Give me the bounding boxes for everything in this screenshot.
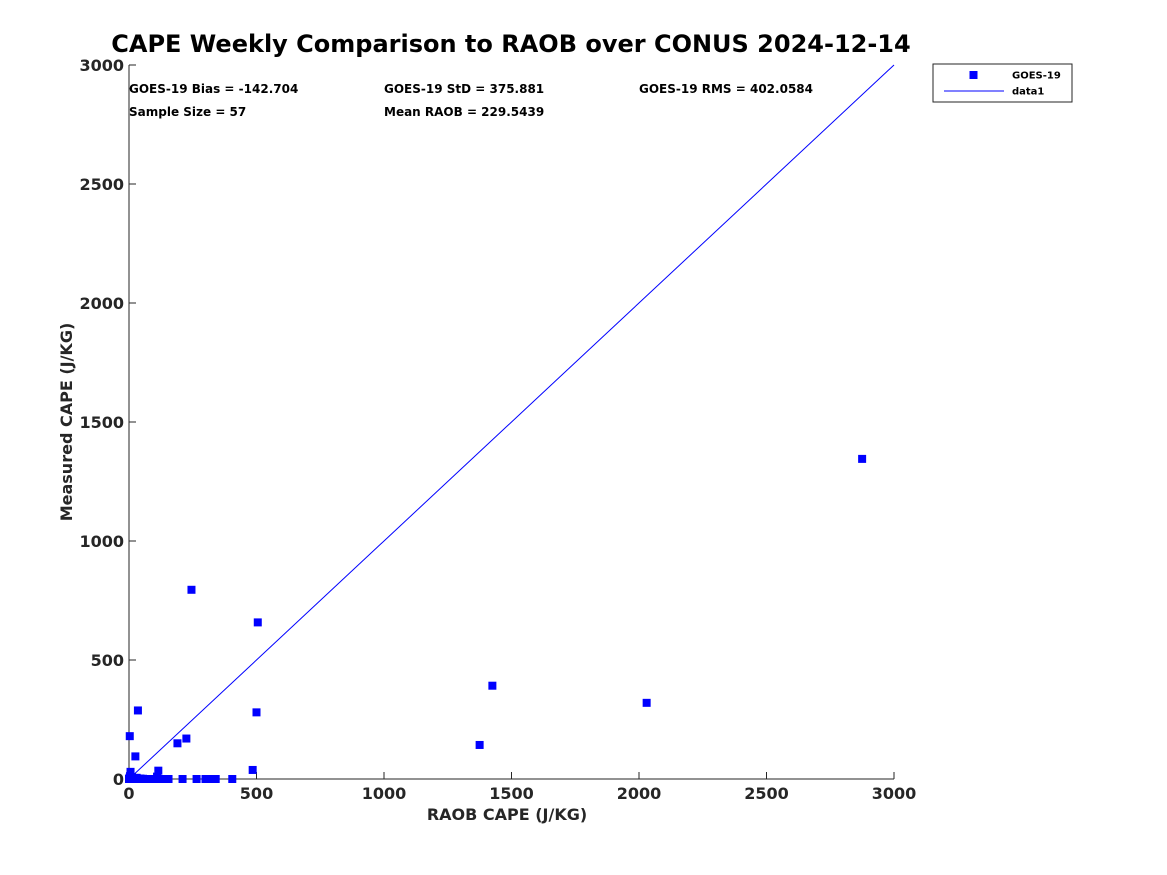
- data-point: [858, 454, 867, 463]
- y-tick-label: 1000: [79, 532, 124, 551]
- y-tick-label: 1500: [79, 413, 124, 432]
- x-tick-label: 0: [123, 784, 134, 803]
- data-point: [488, 681, 497, 690]
- data-point: [125, 732, 134, 741]
- y-ticks: 0 500 1000 1500 2000 2500 3000: [79, 56, 136, 789]
- stat-std: GOES-19 StD = 375.881: [384, 82, 544, 96]
- data-point: [187, 585, 196, 594]
- data-point: [475, 740, 484, 749]
- data-point: [133, 706, 142, 715]
- stat-mean-raob: Mean RAOB = 229.5439: [384, 105, 544, 119]
- x-tick-label: 2000: [617, 784, 662, 803]
- data-point: [642, 698, 651, 707]
- x-ticks: 0 500 1000 1500 2000 2500 3000: [123, 772, 916, 803]
- data-point: [178, 775, 187, 783]
- data-point: [228, 775, 237, 783]
- stat-rms: GOES-19 RMS = 402.0584: [639, 82, 813, 96]
- legend-label-data1: data1: [1012, 87, 1044, 98]
- legend-marker-goes19: [969, 71, 978, 79]
- y-tick-label: 500: [91, 651, 124, 670]
- data-point: [182, 734, 191, 743]
- data-point: [173, 739, 182, 748]
- data-point: [204, 775, 213, 783]
- data-point: [211, 775, 220, 783]
- data-point: [252, 708, 261, 717]
- identity-line-group: [128, 64, 895, 780]
- y-tick-label: 2000: [79, 294, 124, 313]
- x-tick-label: 1000: [362, 784, 407, 803]
- data-point: [192, 775, 201, 783]
- legend: GOES-19 data1: [932, 63, 1073, 103]
- identity-line-data1: [128, 64, 895, 780]
- chart-title: CAPE Weekly Comparison to RAOB over CONU…: [111, 30, 910, 58]
- x-axis-label: RAOB CAPE (J/KG): [427, 805, 587, 824]
- data-point: [164, 775, 173, 783]
- data-point: [248, 765, 257, 774]
- data-point: [154, 766, 163, 775]
- x-tick-label: 3000: [872, 784, 917, 803]
- data-point: [253, 618, 262, 627]
- x-tick-label: 1500: [489, 784, 534, 803]
- x-tick-label: 500: [240, 784, 273, 803]
- x-tick-label: 2500: [744, 784, 789, 803]
- data-points: [125, 454, 867, 783]
- y-tick-label: 3000: [79, 56, 124, 75]
- y-tick-label: 0: [113, 770, 124, 789]
- y-axis-label: Measured CAPE (J/KG): [57, 323, 76, 522]
- legend-box: [932, 63, 1073, 103]
- stat-sample-size: Sample Size = 57: [129, 105, 246, 119]
- legend-label-goes19: GOES-19: [1012, 71, 1061, 82]
- stat-bias: GOES-19 Bias = -142.704: [129, 82, 298, 96]
- y-tick-label: 2500: [79, 175, 124, 194]
- data-point: [126, 767, 135, 776]
- data-point: [131, 752, 140, 761]
